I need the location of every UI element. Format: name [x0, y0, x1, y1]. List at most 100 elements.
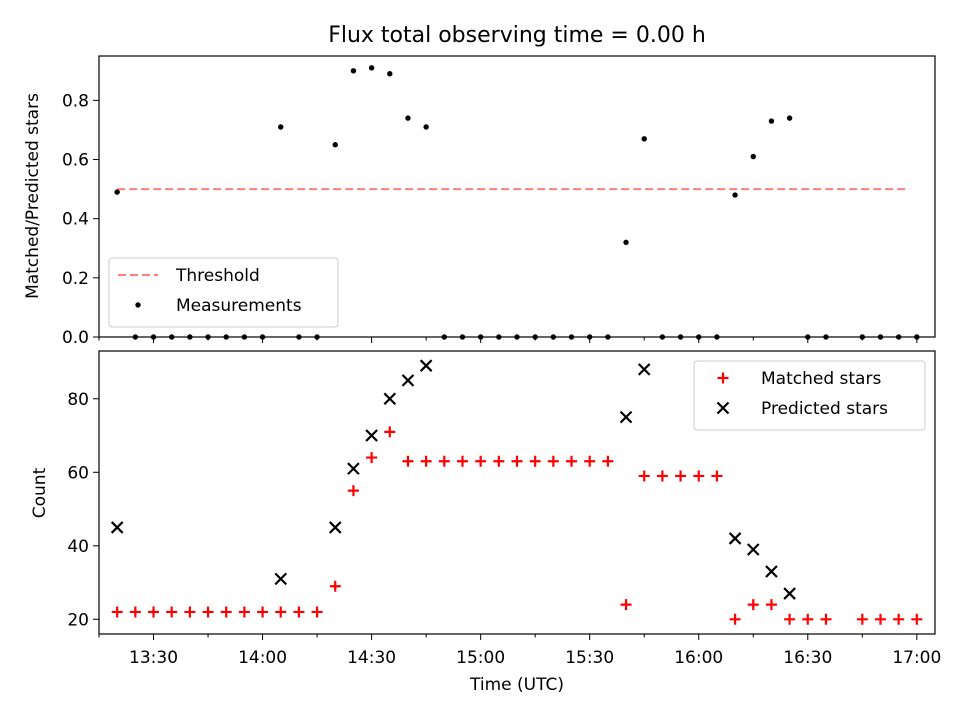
- matched-starsmarker-marker: [166, 606, 178, 618]
- measurementsmarker-marker: [768, 118, 775, 124]
- measurementsmarker-marker: [423, 124, 429, 130]
- predicted-starsmarker-marker: [746, 543, 760, 556]
- measurementsmarker-marker: [405, 115, 411, 121]
- measurementsmarker-marker: [114, 189, 120, 195]
- y-tick-label: 60: [67, 463, 89, 483]
- y-tick-label: 20: [67, 610, 89, 630]
- matched-starsmarker-marker: [475, 455, 487, 467]
- matched-starsmarker-marker: [638, 470, 650, 482]
- y-tick-label: 0.6: [62, 151, 89, 171]
- legend-plus-swatch: [717, 372, 729, 384]
- matched-starsmarker-marker: [129, 606, 141, 618]
- predicted-starsmarker-marker: [783, 587, 796, 600]
- y-tick-label: 0.2: [62, 269, 89, 289]
- matched-starsmarker-marker: [257, 606, 269, 618]
- measurementsmarker-marker: [278, 124, 284, 130]
- matched-starsmarker-marker: [275, 606, 287, 618]
- x-tick-label: 16:30: [783, 648, 832, 668]
- legend-cross-swatch: [716, 401, 730, 415]
- matched-starsmarker-marker: [693, 470, 705, 482]
- matched-starsmarker-marker: [747, 599, 759, 611]
- count-plot-frame: [98, 350, 936, 635]
- matched-starsmarker-marker: [438, 455, 450, 467]
- x-tick-label: 15:00: [456, 648, 505, 668]
- figure-title: Flux total observing time = 0.00 h: [328, 23, 706, 48]
- ratio-plot-frame: [98, 55, 936, 338]
- predicted-starsmarker-marker: [401, 374, 415, 387]
- x-tick-label: 15:30: [565, 648, 614, 668]
- legend-label: Predicted stars: [761, 399, 888, 419]
- x-axis-label: Time (UTC): [469, 675, 564, 695]
- count-panel: 13:30 14:00 14:30 15:00 15:30 16:00 16:30 17:00…: [30, 350, 941, 695]
- matched-starsmarker-marker: [566, 455, 578, 467]
- ratio-legend: Threshold Measurements: [108, 257, 339, 328]
- predicted-starsmarker-marker: [274, 572, 288, 586]
- measurementsmarker-marker: [623, 239, 629, 246]
- matched-starsmarker-marker: [729, 613, 741, 625]
- measurementsmarker-marker: [332, 142, 338, 148]
- predicted-starsmarker-marker: [765, 565, 778, 578]
- matched-starsmarker-marker: [584, 455, 596, 467]
- y-tick-label: 0.8: [62, 91, 89, 111]
- matched-starsmarker-marker: [184, 606, 196, 618]
- matched-starsmarker-marker: [856, 613, 868, 625]
- measurementsmarker-marker: [387, 71, 393, 77]
- measurementsmarker-marker: [732, 192, 738, 198]
- matched-starsmarker-marker: [347, 485, 359, 497]
- measurementsmarker-marker: [350, 68, 357, 74]
- ratio-y-axis-label: Matched/Predicted stars: [23, 93, 43, 299]
- measurementsmarker-marker: [786, 115, 793, 121]
- x-tick-label: 13:30: [129, 648, 178, 668]
- y-tick-label: 0.4: [62, 210, 89, 230]
- matched-starsmarker-marker: [529, 455, 541, 467]
- x-tick-label: 16:00: [674, 648, 723, 668]
- matched-starsmarker-marker: [366, 452, 378, 464]
- matched-starsmarker-marker: [820, 613, 832, 625]
- predicted-starsmarker-marker: [383, 392, 397, 406]
- measurementsmarker-marker: [641, 136, 647, 142]
- count-legend: Matched stars Predicted stars: [693, 360, 926, 431]
- matched-starsmarker-marker: [493, 455, 505, 467]
- matched-starsmarker-marker: [148, 606, 160, 618]
- predicted-starsmarker-marker: [728, 532, 742, 545]
- legend-frame: [108, 257, 339, 328]
- predicted-starsmarker-marker: [419, 359, 433, 372]
- matched-starsmarker-marker: [402, 455, 414, 467]
- legend-label: Measurements: [176, 296, 302, 316]
- matched-starsmarker-marker: [802, 613, 814, 625]
- legend-label: Matched stars: [761, 369, 881, 389]
- matched-starsmarker-marker: [602, 455, 614, 467]
- matched-starsmarker-marker: [675, 470, 687, 482]
- predicted-starsmarker-marker: [110, 521, 124, 534]
- matched-starsmarker-marker: [384, 426, 396, 438]
- predicted-starsmarker-marker: [347, 462, 360, 475]
- matched-starsmarker-marker: [874, 613, 886, 625]
- matched-starsmarker-marker: [784, 613, 796, 625]
- matched-starsmarker-marker: [656, 470, 668, 482]
- x-tick-label: 17:00: [892, 648, 941, 668]
- y-tick-label: 0.0: [62, 328, 89, 348]
- legend-frame: [693, 360, 926, 431]
- predicted-starsmarker-marker: [637, 363, 651, 376]
- matched-starsmarker-marker: [311, 606, 323, 618]
- matched-starsmarker-marker: [202, 606, 214, 618]
- predicted-starsmarker-marker: [619, 410, 633, 424]
- matched-starsmarker-marker: [329, 580, 341, 592]
- legend-dot-swatch: [135, 302, 141, 308]
- matched-starsmarker-marker: [620, 599, 632, 611]
- ratio-ticks: 0.0 0.2 0.4 0.6 0.8: [62, 91, 918, 348]
- matched-starsmarker-marker: [293, 606, 305, 618]
- matched-starsmarker-marker: [111, 606, 123, 618]
- matched-starsmarker-marker: [547, 455, 559, 467]
- x-tick-label: 14:00: [238, 648, 287, 668]
- predicted-starsmarker-marker: [328, 521, 342, 534]
- legend-label: Threshold: [175, 266, 260, 286]
- matched-starsmarker-marker: [893, 613, 905, 625]
- matched-starsmarker-marker: [511, 455, 523, 467]
- measurementsmarker-marker: [368, 65, 375, 71]
- count-y-axis-label: Count: [30, 467, 50, 518]
- matched-starsmarker-marker: [711, 470, 723, 482]
- y-tick-label: 80: [67, 390, 89, 410]
- matched-starsmarker-marker: [911, 613, 923, 625]
